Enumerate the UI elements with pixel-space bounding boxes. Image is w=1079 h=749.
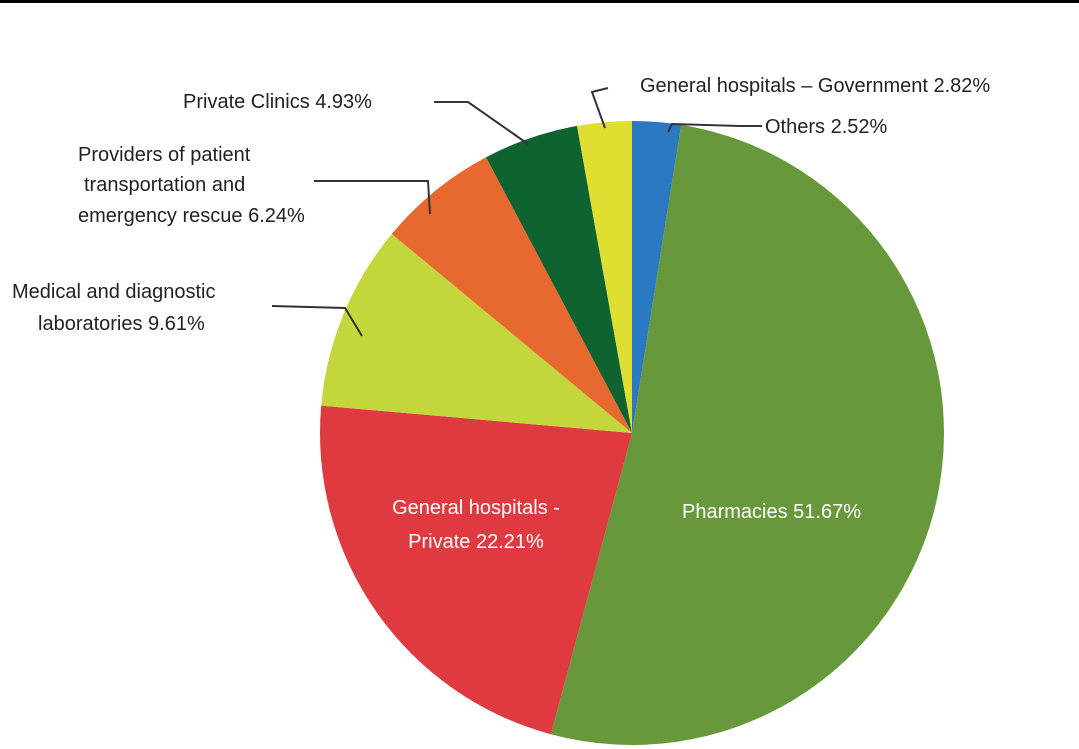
top-border xyxy=(0,0,1079,3)
label-others: Others 2.52% xyxy=(765,116,888,138)
leader-line-clinics xyxy=(434,101,529,145)
label-private-clinics: Private Clinics 4.93% xyxy=(183,91,372,113)
pie-slice-private-clinics xyxy=(486,125,632,433)
leader-line-providers xyxy=(314,180,431,215)
label-labs-line1: Medical and diagnostic xyxy=(12,281,215,303)
pie-slices xyxy=(319,121,945,745)
leader-line-others xyxy=(667,122,762,133)
leader-line-labs xyxy=(271,305,363,337)
pie-slice-general-hospitals-government xyxy=(577,121,632,433)
pie-slice-providers-of-patient-transportation-and-emergency-rescue xyxy=(391,157,632,433)
label-private-hospitals-line1: General hospitals - xyxy=(392,497,560,519)
pie-slice-others xyxy=(632,121,682,433)
pie-slice-pharmacies xyxy=(550,124,945,745)
label-providers-line1: Providers of patient xyxy=(78,144,251,166)
label-private-hospitals-line2: Private 22.21% xyxy=(408,531,544,553)
leader-line-gov xyxy=(590,87,609,129)
label-gov-hospitals: General hospitals – Government 2.82% xyxy=(640,75,990,97)
label-labs-line2: laboratories 9.61% xyxy=(38,313,205,335)
label-providers-line3: emergency rescue 6.24% xyxy=(78,205,305,227)
pie-slice-medical-and-diagnostic-laboratories xyxy=(321,233,632,433)
label-providers-line2: transportation and xyxy=(84,174,245,196)
pie-slice-general-hospitals-private xyxy=(319,405,632,735)
label-pharmacies: Pharmacies 51.67% xyxy=(682,501,861,523)
